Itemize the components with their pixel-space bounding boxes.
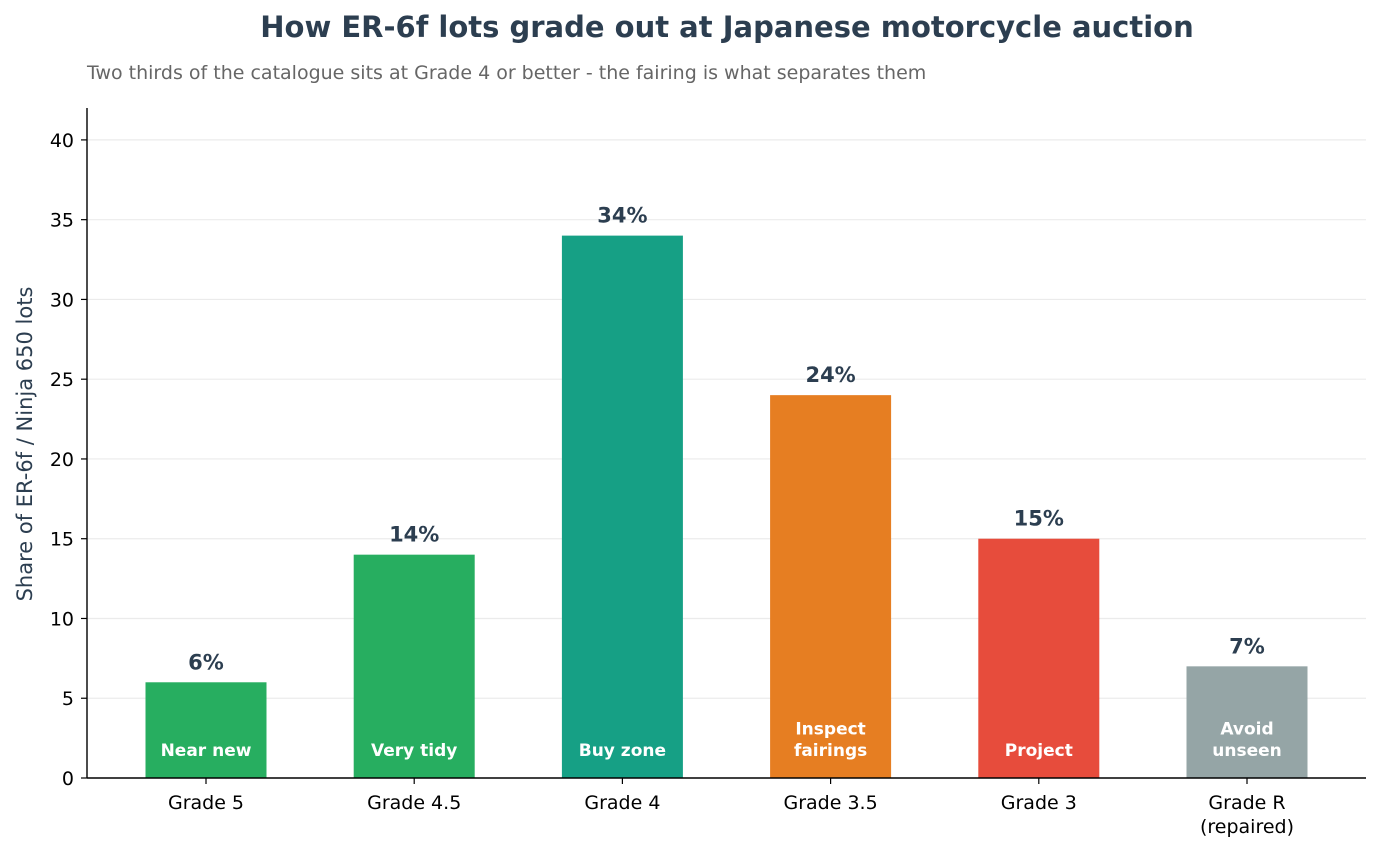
chart-subtitle: Two thirds of the catalogue sits at Grad… xyxy=(87,62,927,84)
y-tick-label: 20 xyxy=(50,449,74,471)
bar-note: Inspect xyxy=(795,720,865,740)
y-tick-label: 5 xyxy=(62,688,74,710)
bar-note: Very tidy xyxy=(371,741,457,761)
y-tick-label: 10 xyxy=(50,608,74,630)
y-tick-label: 35 xyxy=(50,210,74,232)
bar-note: Project xyxy=(1005,741,1073,761)
bar xyxy=(561,235,683,779)
value-label: 6% xyxy=(188,650,224,674)
bar-notes: Near new Very tidy Buy zone Inspectfairings… xyxy=(161,720,1282,762)
x-tick-label: Grade 5 xyxy=(168,792,244,814)
y-tick-label: 0 xyxy=(62,768,74,790)
bar xyxy=(145,682,267,778)
y-tick-label: 40 xyxy=(50,130,74,152)
gridlines xyxy=(87,139,1366,699)
x-tick-label: Grade 3 xyxy=(1001,792,1077,814)
bar-note: fairings xyxy=(794,741,867,761)
bars xyxy=(145,235,1308,779)
y-tick-label: 25 xyxy=(50,369,74,391)
bar-note: Near new xyxy=(161,741,252,761)
chart-title: How ER-6f lots grade out at Japanese mot… xyxy=(260,10,1194,44)
bar-note: Buy zone xyxy=(579,741,666,761)
value-labels: 6% 14% 34% 24% 15% 7% xyxy=(188,204,1265,675)
value-label: 7% xyxy=(1229,634,1265,658)
axes: 0 5 10 15 20 25 30 35 40 Grade 5 Grade 4.5 Grade 4 G… xyxy=(50,108,1366,838)
bar-note: Avoid xyxy=(1220,720,1273,740)
y-axis-label: Share of ER-6f / Ninja 650 lots xyxy=(13,287,37,602)
x-tick-label: (repaired) xyxy=(1200,816,1294,838)
y-tick-label: 30 xyxy=(50,289,74,311)
x-tick-label: Grade 4 xyxy=(584,792,660,814)
value-label: 14% xyxy=(389,523,439,547)
bar xyxy=(353,554,475,778)
value-label: 15% xyxy=(1014,507,1064,531)
x-tick-label: Grade R xyxy=(1208,792,1285,814)
bar-note: unseen xyxy=(1212,741,1282,761)
bar xyxy=(978,538,1100,778)
value-label: 34% xyxy=(597,204,647,228)
bar xyxy=(1186,666,1308,778)
bar xyxy=(770,395,892,778)
y-tick-label: 15 xyxy=(50,529,74,551)
x-tick-label: Grade 3.5 xyxy=(784,792,878,814)
value-label: 24% xyxy=(805,363,855,387)
x-tick-label: Grade 4.5 xyxy=(367,792,461,814)
